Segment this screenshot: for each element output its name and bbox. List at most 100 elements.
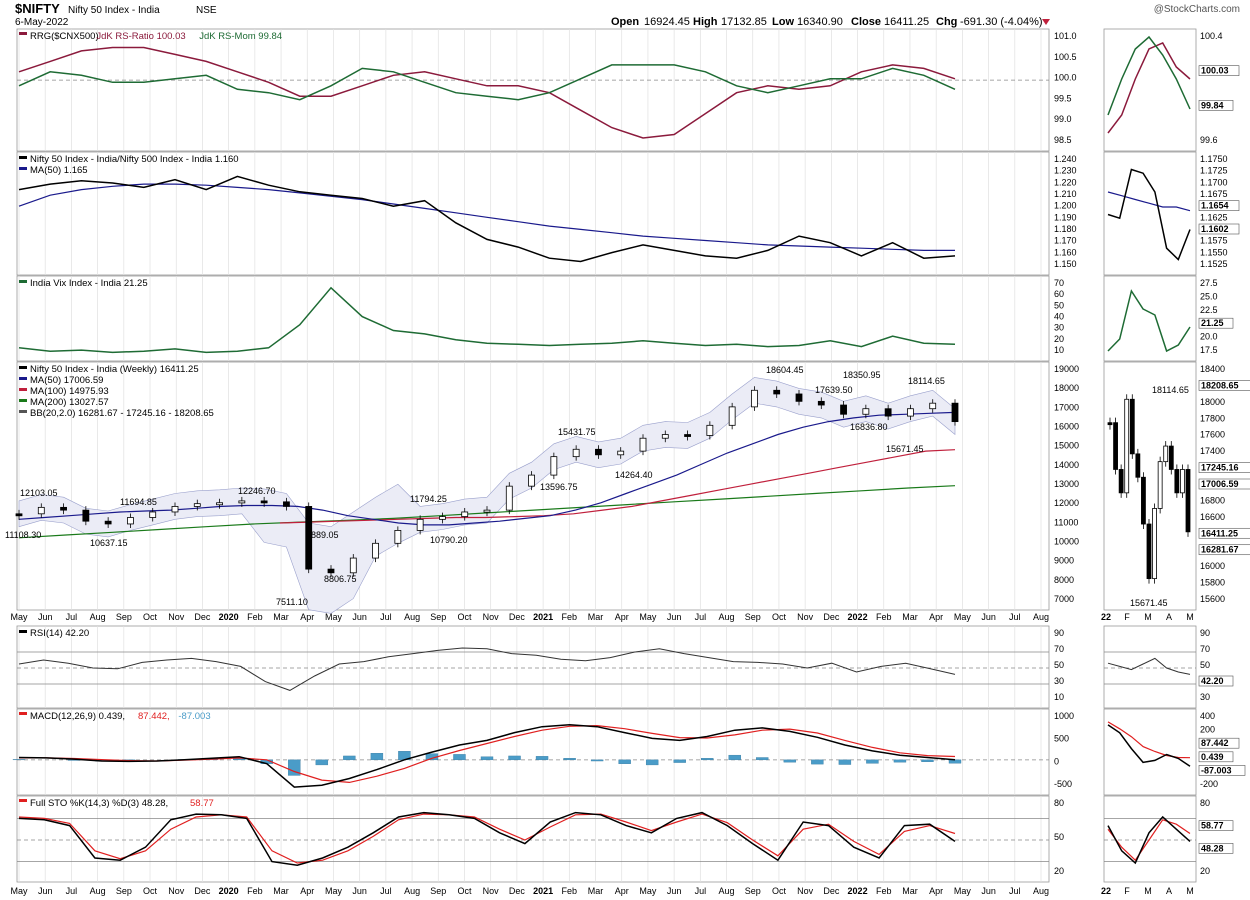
price-legend-swatch	[19, 399, 27, 402]
y-tick-label: 99.0	[1054, 114, 1072, 124]
x-tick-label-bottom: Nov	[168, 886, 185, 896]
x-tick-label-mid: Jul	[66, 612, 78, 622]
y-tick-label: 1.1525	[1200, 259, 1228, 269]
y-tick-label: 15800	[1200, 578, 1225, 588]
x-tick-label-bottom: Feb	[562, 886, 578, 896]
y-tick-label: 14000	[1054, 460, 1079, 470]
price-legend-text: Nifty 50 Index - India (Weekly) 16411.25	[30, 364, 199, 375]
value-tag-box	[1198, 200, 1240, 211]
ratio-legend-text: Nifty 50 Index - India/Nifty 500 Index -…	[30, 154, 239, 165]
side-x-tick-label: A	[1166, 612, 1172, 622]
x-tick-label-bottom: Oct	[457, 886, 472, 896]
x-tick-label-bottom: 2022	[848, 886, 868, 896]
side-candle-body	[1129, 398, 1135, 455]
y-tick-label: 500	[1054, 734, 1069, 744]
side-candle-body	[1118, 469, 1124, 494]
macd-histogram-bar	[343, 755, 356, 761]
side-x-tick-label: 22	[1101, 612, 1111, 622]
x-tick-label-mid: Mar	[273, 612, 289, 622]
y-tick-label: 8000	[1054, 575, 1074, 585]
rrg-legend-text: JdK RS-Mom 99.84	[199, 31, 282, 42]
rrg-mom-line	[18, 64, 956, 101]
x-tick-label-bottom: Feb	[876, 886, 892, 896]
value-tag-box	[1198, 527, 1250, 539]
side-macd-line	[1107, 724, 1191, 767]
x-tick-label-mid: Jul	[695, 612, 707, 622]
macd-histogram-bar	[948, 759, 962, 764]
side-candle-body	[1135, 453, 1141, 478]
macd-histogram-bar	[370, 753, 384, 761]
y-tick-label: 1.170	[1054, 236, 1077, 246]
y-tick-label: 50	[1054, 832, 1064, 842]
y-tick-label: 100.4	[1200, 31, 1223, 41]
price-legend-text: MA(100) 14975.93	[30, 386, 109, 397]
x-tick-label-mid: Nov	[797, 612, 814, 622]
price-annotation: 10637.15	[90, 538, 128, 548]
side-sto-d-line	[1107, 819, 1191, 862]
side-candle-body	[1146, 523, 1152, 580]
watermark: @StockCharts.com	[1154, 4, 1240, 15]
x-tick-label-mid: Aug	[1033, 612, 1049, 622]
x-tick-label-bottom: 2021	[533, 886, 553, 896]
close-value: 16411.25	[884, 16, 929, 28]
value-tag-box	[1198, 843, 1234, 854]
value-tag-box	[1198, 317, 1234, 329]
candle-body	[617, 450, 625, 456]
x-tick-label-mid: Aug	[404, 612, 420, 622]
candle-body	[461, 511, 469, 517]
candle-body	[639, 437, 647, 452]
y-tick-label: 22.5	[1200, 305, 1218, 315]
y-tick-label: 50	[1054, 300, 1064, 310]
side-candle-body	[1107, 422, 1113, 426]
x-tick-label-bottom: Aug	[1033, 886, 1049, 896]
candle-body	[817, 400, 825, 406]
y-tick-label: 40	[1054, 312, 1064, 322]
macd-histogram-bar	[838, 759, 852, 765]
value-tag-box	[1198, 65, 1240, 76]
y-tick-label: 17245.16	[1201, 463, 1239, 473]
ratio-legend-text: MA(50) 1.165	[30, 165, 88, 176]
x-tick-label-bottom: Mar	[273, 886, 289, 896]
y-tick-label: -200	[1200, 779, 1218, 789]
macd-histogram-bar	[893, 759, 907, 763]
macd-histogram-bar	[728, 754, 741, 761]
macd-histogram-bar	[480, 756, 494, 761]
y-tick-label: 12000	[1054, 498, 1079, 508]
x-tick-label-mid: Aug	[719, 612, 735, 622]
x-tick-label-mid: Mar	[902, 612, 918, 622]
side-rrg-ratio-line	[1107, 42, 1191, 134]
y-tick-label: 20	[1200, 866, 1210, 876]
rrg-ratio-line	[18, 46, 956, 139]
value-tag-box	[1198, 380, 1250, 391]
sto-legend-text: Full STO %K(14,3) %D(3) 48.28,	[30, 798, 168, 809]
rsi-side-panel-frame	[1103, 625, 1197, 709]
y-tick-label: 10	[1054, 692, 1064, 702]
y-tick-label: 30	[1200, 692, 1210, 702]
side-candle-body	[1185, 469, 1191, 533]
y-tick-label: 101.0	[1054, 31, 1077, 41]
y-tick-label: 1.1675	[1200, 189, 1228, 199]
ohlc-summary: Open 16924.45 High 17132.85 Low 16340.90…	[611, 16, 1050, 28]
y-tick-label: 10000	[1054, 537, 1079, 547]
y-tick-label: 27.5	[1200, 278, 1218, 288]
y-tick-label: 0	[1054, 756, 1059, 766]
side-price-annotation: 15671.45	[1130, 598, 1168, 608]
plot-area: May May Jun Jun Jul Jul Aug Aug Sep Sep Oct Oct Nov N…	[5, 28, 1250, 896]
side-x-tick-label: A	[1166, 886, 1172, 896]
x-tick-label-mid: Jul	[1009, 612, 1021, 622]
y-tick-label: 70	[1054, 278, 1064, 288]
high-value: 17132.85	[721, 16, 767, 28]
price-annotation: 14264.40	[615, 470, 653, 480]
price-annotation: 15671.45	[886, 444, 924, 454]
value-tag-box	[1198, 544, 1250, 556]
macd-histogram-bar	[673, 759, 686, 763]
x-tick-label-bottom: Jul	[66, 886, 78, 896]
candle-body	[149, 511, 157, 518]
x-tick-label-bottom: Apr	[300, 886, 314, 896]
candle-body	[372, 542, 379, 559]
x-tick-label-mid: Feb	[247, 612, 263, 622]
macd-histogram-bar	[756, 757, 769, 761]
x-tick-label-mid: Oct	[143, 612, 158, 622]
price-legend-text: BB(20,2.0) 16281.67 - 17245.16 - 18208.6…	[30, 408, 214, 419]
x-tick-label-mid: Dec	[509, 612, 526, 622]
